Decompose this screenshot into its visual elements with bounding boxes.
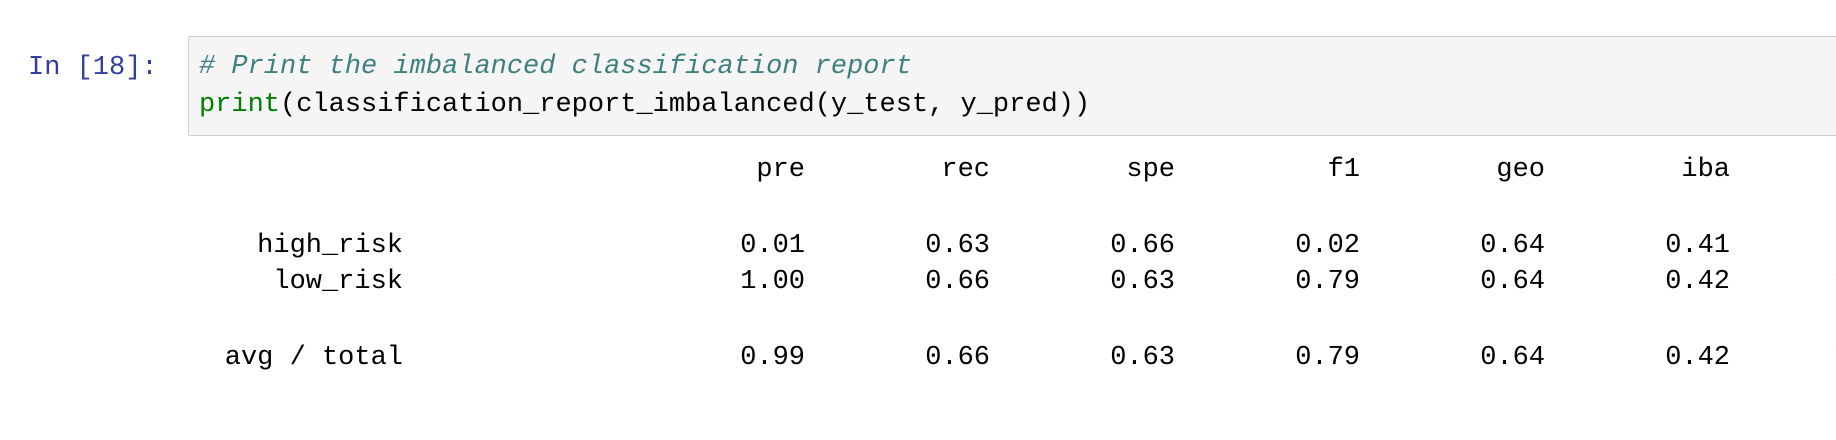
cell-rec: 0.66 <box>925 267 990 297</box>
code-line-2: print(classification_report_imbalanced(y… <box>199 87 1090 123</box>
cell-pre: 0.01 <box>740 231 805 261</box>
code-call: (classification_report_imbalanced(y_test… <box>280 90 1091 120</box>
cell-pre: 1.00 <box>740 267 805 297</box>
code-line-1: # Print the imbalanced classification re… <box>199 49 912 85</box>
cell-rec: 0.66 <box>925 343 990 373</box>
cell-iba: 0.41 <box>1665 231 1730 261</box>
cell-rec: 0.63 <box>925 231 990 261</box>
header-f1: f1 <box>1327 155 1360 185</box>
cell-geo: 0.64 <box>1480 231 1545 261</box>
cell-f1: 0.02 <box>1295 231 1360 261</box>
header-geo: geo <box>1496 155 1545 185</box>
report-row-high-risk: high_risk 0.01 0.63 0.66 0.02 0.64 0.41 … <box>198 228 1818 264</box>
code-editor[interactable]: # Print the imbalanced classification re… <box>188 36 1836 136</box>
header-iba: iba <box>1681 155 1730 185</box>
code-comment: # Print the imbalanced classification re… <box>199 52 912 82</box>
header-spe: spe <box>1126 155 1175 185</box>
cell-sup: 87 <box>1730 228 1836 264</box>
report-row-low-risk: low_risk 1.00 0.66 0.63 0.79 0.64 0.42 1… <box>198 264 1836 300</box>
cell-output: pre rec spe f1 geo iba sup high_risk 0.0… <box>198 152 1836 392</box>
code-builtin-print: print <box>199 90 281 120</box>
cell-spe: 0.63 <box>1110 343 1175 373</box>
header-pre: pre <box>756 155 805 185</box>
cell-sup: 17205 <box>1730 340 1836 376</box>
row-label: high_risk <box>257 231 403 261</box>
cell-iba: 0.42 <box>1665 343 1730 373</box>
cell-f1: 0.79 <box>1295 267 1360 297</box>
cell-spe: 0.63 <box>1110 267 1175 297</box>
header-sup: sup <box>1730 152 1836 188</box>
report-row-avg-total: avg / total 0.99 0.66 0.63 0.79 0.64 0.4… <box>198 340 1836 376</box>
header-rec: rec <box>941 155 990 185</box>
cell-f1: 0.79 <box>1295 343 1360 373</box>
cell-sup: 17118 <box>1730 264 1836 300</box>
cell-geo: 0.64 <box>1480 343 1545 373</box>
cell-spe: 0.66 <box>1110 231 1175 261</box>
cell-geo: 0.64 <box>1480 267 1545 297</box>
row-label: avg / total <box>224 343 403 373</box>
report-header-row: pre rec spe f1 geo iba sup <box>198 152 1818 188</box>
input-prompt: In [18]: <box>28 53 158 83</box>
cell-iba: 0.42 <box>1665 267 1730 297</box>
row-label: low_risk <box>273 267 403 297</box>
cell-pre: 0.99 <box>740 343 805 373</box>
